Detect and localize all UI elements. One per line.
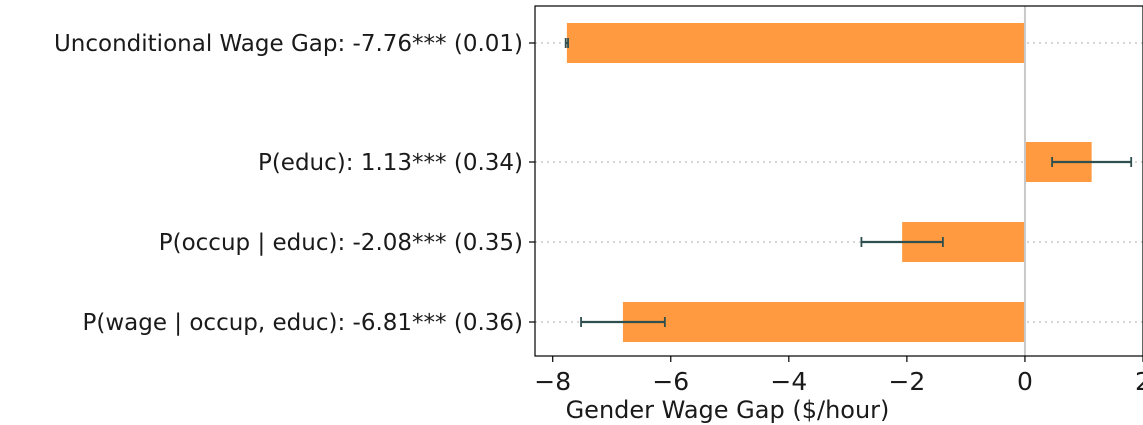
- x-tick-label: −6: [652, 367, 689, 396]
- grid-layer: [535, 42, 1143, 323]
- y-tick-label: P(educ): 1.13*** (0.34): [258, 150, 523, 176]
- bar-layer: [566, 23, 1092, 342]
- y-tick-label: P(occup | educ): -2.08*** (0.35): [159, 230, 523, 256]
- x-tick-layer: −8 −6 −4 −2 0 2: [534, 356, 1143, 396]
- x-tick-label: 2: [1135, 367, 1143, 396]
- x-tick-label: −8: [534, 367, 571, 396]
- errorbar-layer: [564, 38, 1133, 327]
- x-tick-label: 0: [1017, 367, 1033, 396]
- x-axis-label: Gender Wage Gap ($/hour): [566, 396, 890, 424]
- x-tick-label: −4: [770, 367, 807, 396]
- bar: [622, 302, 1025, 342]
- bar: [566, 23, 1025, 63]
- x-tick-label: −2: [888, 367, 925, 396]
- y-tick-label: P(wage | occup, educ): -6.81*** (0.36): [82, 310, 523, 336]
- y-tick-layer: Unconditional Wage Gap: -7.76*** (0.01) P…: [54, 31, 535, 336]
- y-tick-label: Unconditional Wage Gap: -7.76*** (0.01): [54, 31, 523, 57]
- plot-frame: [534, 5, 1143, 357]
